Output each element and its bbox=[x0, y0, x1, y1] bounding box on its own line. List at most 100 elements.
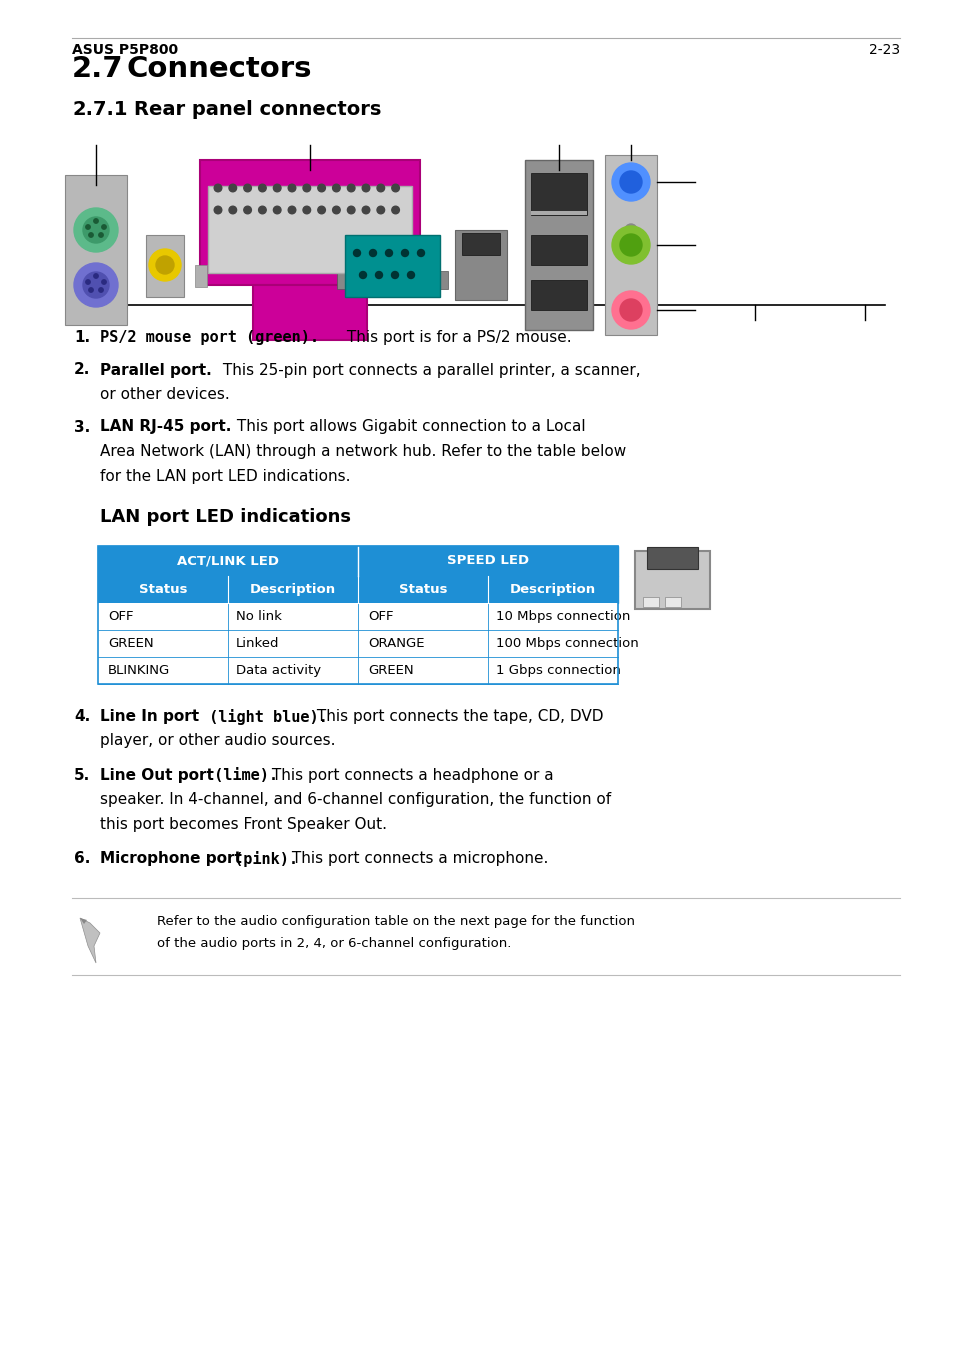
Bar bbox=[98, 576, 618, 603]
Text: or other devices.: or other devices. bbox=[100, 386, 230, 403]
Text: (light blue).: (light blue). bbox=[200, 709, 328, 725]
Text: PS/2 mouse port (green).: PS/2 mouse port (green). bbox=[100, 330, 318, 345]
Circle shape bbox=[244, 184, 252, 192]
Circle shape bbox=[89, 288, 93, 292]
Circle shape bbox=[244, 207, 252, 213]
Circle shape bbox=[362, 207, 370, 213]
Text: Description: Description bbox=[510, 584, 596, 596]
Circle shape bbox=[624, 224, 637, 236]
Bar bbox=[642, 597, 659, 607]
Circle shape bbox=[83, 218, 109, 243]
Text: This port is for a PS/2 mouse.: This port is for a PS/2 mouse. bbox=[341, 330, 571, 345]
Text: Parallel port.: Parallel port. bbox=[100, 362, 212, 377]
Bar bbox=[524, 159, 593, 330]
Text: Linked: Linked bbox=[235, 638, 279, 650]
Text: No link: No link bbox=[235, 611, 281, 623]
Text: for the LAN port LED indications.: for the LAN port LED indications. bbox=[100, 469, 350, 484]
Circle shape bbox=[392, 207, 399, 213]
Bar bbox=[531, 235, 586, 265]
Circle shape bbox=[214, 207, 221, 213]
Text: 100 Mbps connection: 100 Mbps connection bbox=[496, 638, 639, 650]
Circle shape bbox=[407, 272, 414, 278]
Text: 2.7: 2.7 bbox=[71, 55, 124, 82]
Text: Refer to the audio configuration table on the next page for the function: Refer to the audio configuration table o… bbox=[157, 915, 635, 928]
Circle shape bbox=[619, 234, 641, 255]
Text: GREEN: GREEN bbox=[108, 638, 153, 650]
Text: Description: Description bbox=[250, 584, 335, 596]
Text: SPEED LED: SPEED LED bbox=[446, 554, 529, 567]
Text: 6.: 6. bbox=[74, 851, 91, 866]
Bar bbox=[455, 230, 506, 300]
Text: 4.: 4. bbox=[74, 709, 91, 724]
Circle shape bbox=[99, 288, 103, 292]
Circle shape bbox=[83, 272, 109, 299]
Circle shape bbox=[392, 184, 399, 192]
Circle shape bbox=[93, 274, 98, 278]
Text: Data activity: Data activity bbox=[235, 663, 321, 677]
Circle shape bbox=[89, 232, 93, 238]
Bar bbox=[531, 211, 586, 215]
Circle shape bbox=[375, 272, 382, 278]
Circle shape bbox=[317, 207, 325, 213]
Bar bbox=[345, 235, 439, 297]
Text: 5.: 5. bbox=[74, 767, 91, 784]
Circle shape bbox=[258, 207, 266, 213]
Text: 2-23: 2-23 bbox=[868, 43, 899, 57]
Circle shape bbox=[102, 224, 106, 230]
Circle shape bbox=[229, 207, 236, 213]
Text: 3.: 3. bbox=[74, 420, 91, 435]
Circle shape bbox=[619, 172, 641, 193]
Bar bbox=[98, 657, 618, 684]
Circle shape bbox=[93, 219, 98, 223]
Circle shape bbox=[303, 184, 311, 192]
Bar bbox=[664, 597, 680, 607]
Text: This port allows Gigabit connection to a Local: This port allows Gigabit connection to a… bbox=[232, 420, 585, 435]
Bar bbox=[646, 547, 698, 569]
Circle shape bbox=[258, 184, 266, 192]
Text: This port connects a headphone or a: This port connects a headphone or a bbox=[267, 767, 553, 784]
Bar bbox=[413, 265, 424, 286]
Bar bbox=[98, 546, 618, 576]
Circle shape bbox=[214, 184, 221, 192]
Text: This port connects the tape, CD, DVD: This port connects the tape, CD, DVD bbox=[312, 709, 603, 724]
Text: BLINKING: BLINKING bbox=[108, 663, 170, 677]
Bar bbox=[253, 285, 367, 340]
Text: OFF: OFF bbox=[108, 611, 133, 623]
Text: Status: Status bbox=[138, 584, 187, 596]
Text: of the audio ports in 2, 4, or 6-channel configuration.: of the audio ports in 2, 4, or 6-channel… bbox=[157, 938, 511, 950]
Text: player, or other audio sources.: player, or other audio sources. bbox=[100, 734, 335, 748]
Text: 10 Mbps connection: 10 Mbps connection bbox=[496, 611, 630, 623]
Circle shape bbox=[274, 184, 281, 192]
Circle shape bbox=[86, 280, 91, 284]
Text: (lime).: (lime). bbox=[205, 767, 277, 784]
Circle shape bbox=[612, 163, 649, 201]
Circle shape bbox=[347, 184, 355, 192]
Polygon shape bbox=[80, 917, 87, 924]
Text: This port connects a microphone.: This port connects a microphone. bbox=[287, 851, 548, 866]
Bar bbox=[194, 265, 207, 286]
Circle shape bbox=[74, 263, 118, 307]
Circle shape bbox=[359, 272, 366, 278]
Text: GREEN: GREEN bbox=[368, 663, 414, 677]
Text: speaker. In 4-channel, and 6-channel configuration, the function of: speaker. In 4-channel, and 6-channel con… bbox=[100, 793, 611, 808]
Circle shape bbox=[333, 184, 340, 192]
Circle shape bbox=[369, 250, 376, 257]
Bar bbox=[200, 159, 419, 285]
Circle shape bbox=[288, 207, 295, 213]
Text: 1.: 1. bbox=[74, 330, 90, 345]
Text: ORANGE: ORANGE bbox=[368, 638, 424, 650]
Bar bbox=[604, 155, 657, 335]
Bar bbox=[98, 630, 618, 657]
Text: Status: Status bbox=[398, 584, 447, 596]
Circle shape bbox=[149, 249, 181, 281]
Bar bbox=[437, 272, 448, 289]
Circle shape bbox=[376, 184, 384, 192]
Bar bbox=[531, 173, 586, 215]
Circle shape bbox=[229, 184, 236, 192]
Polygon shape bbox=[80, 917, 100, 963]
Circle shape bbox=[354, 250, 360, 257]
Bar bbox=[461, 232, 499, 255]
Text: LAN port LED indications: LAN port LED indications bbox=[100, 508, 351, 526]
Circle shape bbox=[86, 224, 91, 230]
Circle shape bbox=[102, 280, 106, 284]
